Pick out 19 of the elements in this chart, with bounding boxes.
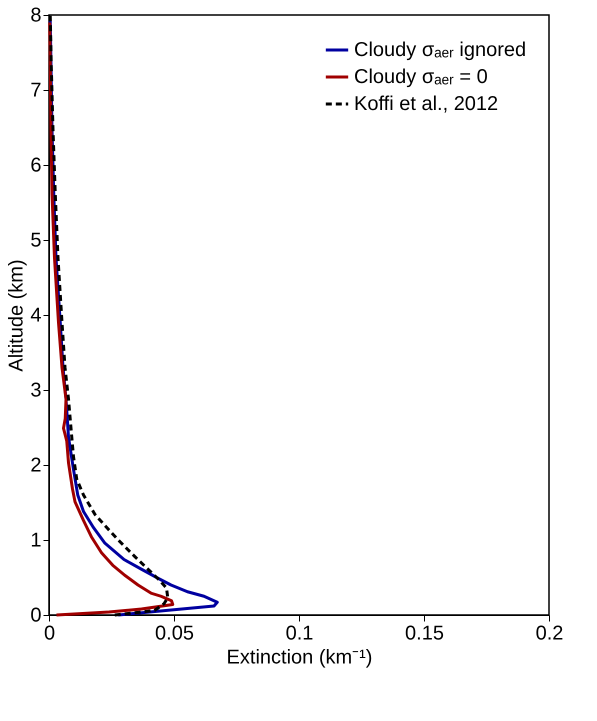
- y-tick-label: 7: [30, 80, 42, 102]
- y-tick-label: 0: [30, 604, 42, 626]
- y-tick-label: 2: [30, 454, 42, 476]
- y-tick-label: 8: [30, 4, 42, 26]
- y-tick-label: 1: [30, 530, 42, 552]
- x-tick-label: 0.2: [536, 622, 564, 644]
- y-tick-label: 3: [30, 380, 42, 402]
- y-tick-label: 6: [30, 154, 42, 176]
- x-tick-label: 0.15: [405, 622, 444, 644]
- legend-label: Koffi et al., 2012: [354, 93, 498, 115]
- legend-label: Cloudy σₐₑᵣ ignored: [354, 39, 526, 61]
- y-tick-label: 4: [30, 304, 42, 326]
- x-tick-label: 0: [44, 622, 56, 644]
- legend-label: Cloudy σₐₑᵣ = 0: [354, 66, 488, 88]
- y-axis-title: Altitude (km): [5, 259, 28, 372]
- x-tick-label: 0.1: [286, 622, 314, 644]
- y-tick-label: 5: [30, 230, 42, 252]
- x-tick-label: 0.05: [155, 622, 194, 644]
- x-axis-title: Extinction (km⁻¹): [226, 646, 372, 668]
